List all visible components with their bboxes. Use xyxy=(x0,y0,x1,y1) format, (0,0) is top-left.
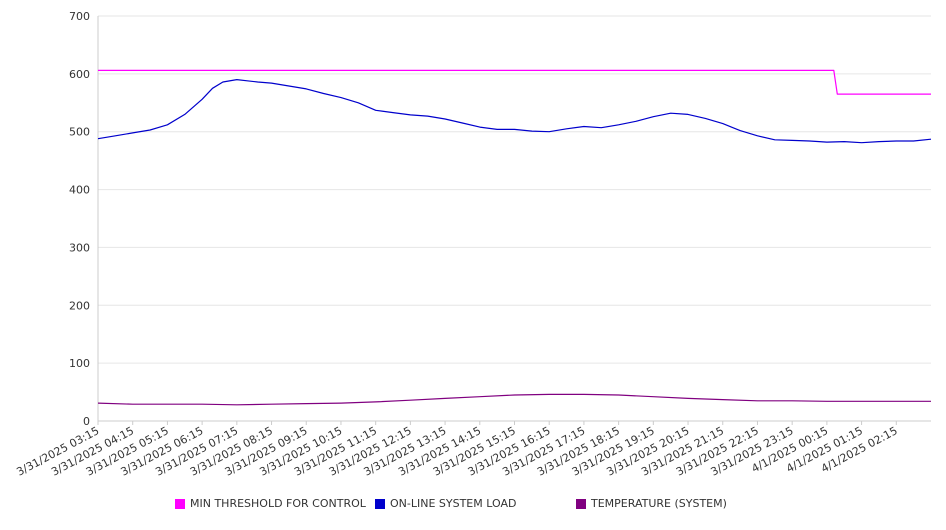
legend-item[interactable]: ON-LINE SYSTEM LOAD xyxy=(375,497,516,511)
series-line-temperature-system xyxy=(97,393,931,406)
axes xyxy=(97,16,931,422)
legend: MIN THRESHOLD FOR CONTROL ON-LINE SYSTEM … xyxy=(0,497,946,515)
legend-label: TEMPERATURE (SYSTEM) xyxy=(591,497,727,510)
series-line-on-line-system-load xyxy=(97,78,932,144)
y-tick-label: 400 xyxy=(69,184,90,197)
y-tick-label: 600 xyxy=(69,68,90,81)
y-tick-label: 300 xyxy=(69,241,90,254)
legend-swatch xyxy=(576,499,586,509)
legend-item[interactable]: MIN THRESHOLD FOR CONTROL xyxy=(175,497,366,511)
y-tick-label: 0 xyxy=(83,415,90,428)
y-tick-label: 700 xyxy=(69,10,90,23)
y-tick-labels: 0 100 200 300 400 500 600 700 xyxy=(69,10,90,428)
series-lines xyxy=(97,69,932,406)
x-tick-labels: 3/31/2025 03:153/31/2025 04:153/31/2025 … xyxy=(14,421,900,479)
y-tick-label: 500 xyxy=(69,126,90,139)
legend-swatch xyxy=(175,499,185,509)
series-line-min-threshold-for-control xyxy=(98,69,931,95)
legend-item[interactable]: TEMPERATURE (SYSTEM) xyxy=(576,497,727,511)
legend-swatch xyxy=(375,499,385,509)
y-tick-label: 100 xyxy=(69,357,90,370)
y-tick-label: 200 xyxy=(69,299,90,312)
grid-lines xyxy=(98,15,931,364)
legend-label: ON-LINE SYSTEM LOAD xyxy=(390,497,517,510)
legend-label: MIN THRESHOLD FOR CONTROL xyxy=(190,497,366,510)
